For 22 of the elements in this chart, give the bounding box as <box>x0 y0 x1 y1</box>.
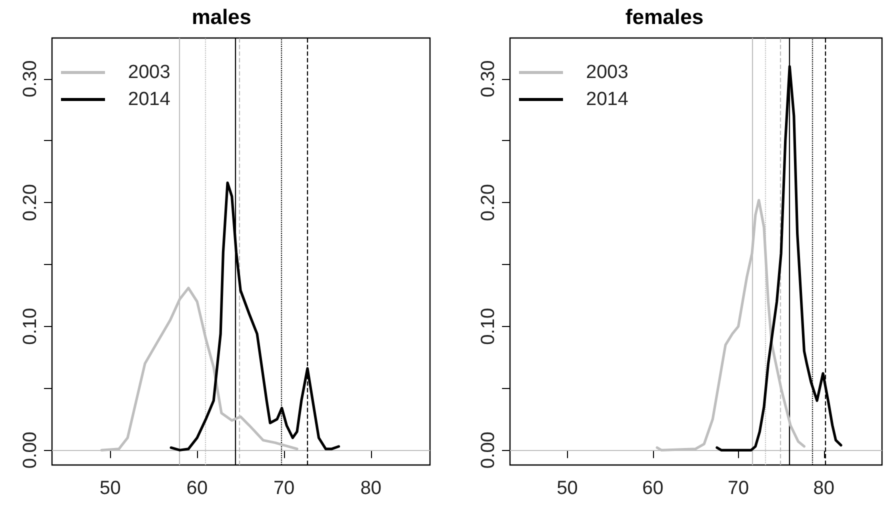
chart-title: males <box>192 6 252 29</box>
y-tick-label: 0.10 <box>478 308 499 345</box>
y-tick-label: 0.00 <box>478 432 499 469</box>
x-tick-label: 50 <box>100 478 121 499</box>
y-tick-label: 0.00 <box>20 432 41 469</box>
y-tick-label: 0.20 <box>20 184 41 222</box>
y-tick-label: 0.30 <box>478 60 499 98</box>
y-tick-label: 0.30 <box>20 60 41 98</box>
chart-title: females <box>625 6 704 29</box>
x-tick-label: 80 <box>360 478 382 499</box>
y-tick-label: 0.20 <box>478 184 499 222</box>
y-tick-label: 0.10 <box>20 308 41 345</box>
x-tick-label: 50 <box>556 478 578 499</box>
x-tick-label: 60 <box>186 478 208 499</box>
legend-label: 2014 <box>586 89 629 110</box>
legend-label: 2003 <box>128 62 170 83</box>
legend-label: 2003 <box>586 62 628 83</box>
x-tick-label: 60 <box>642 478 664 499</box>
x-tick-label: 80 <box>813 478 834 499</box>
x-tick-label: 70 <box>273 478 295 499</box>
legend-label: 2014 <box>128 89 171 110</box>
x-tick-label: 70 <box>728 478 749 499</box>
